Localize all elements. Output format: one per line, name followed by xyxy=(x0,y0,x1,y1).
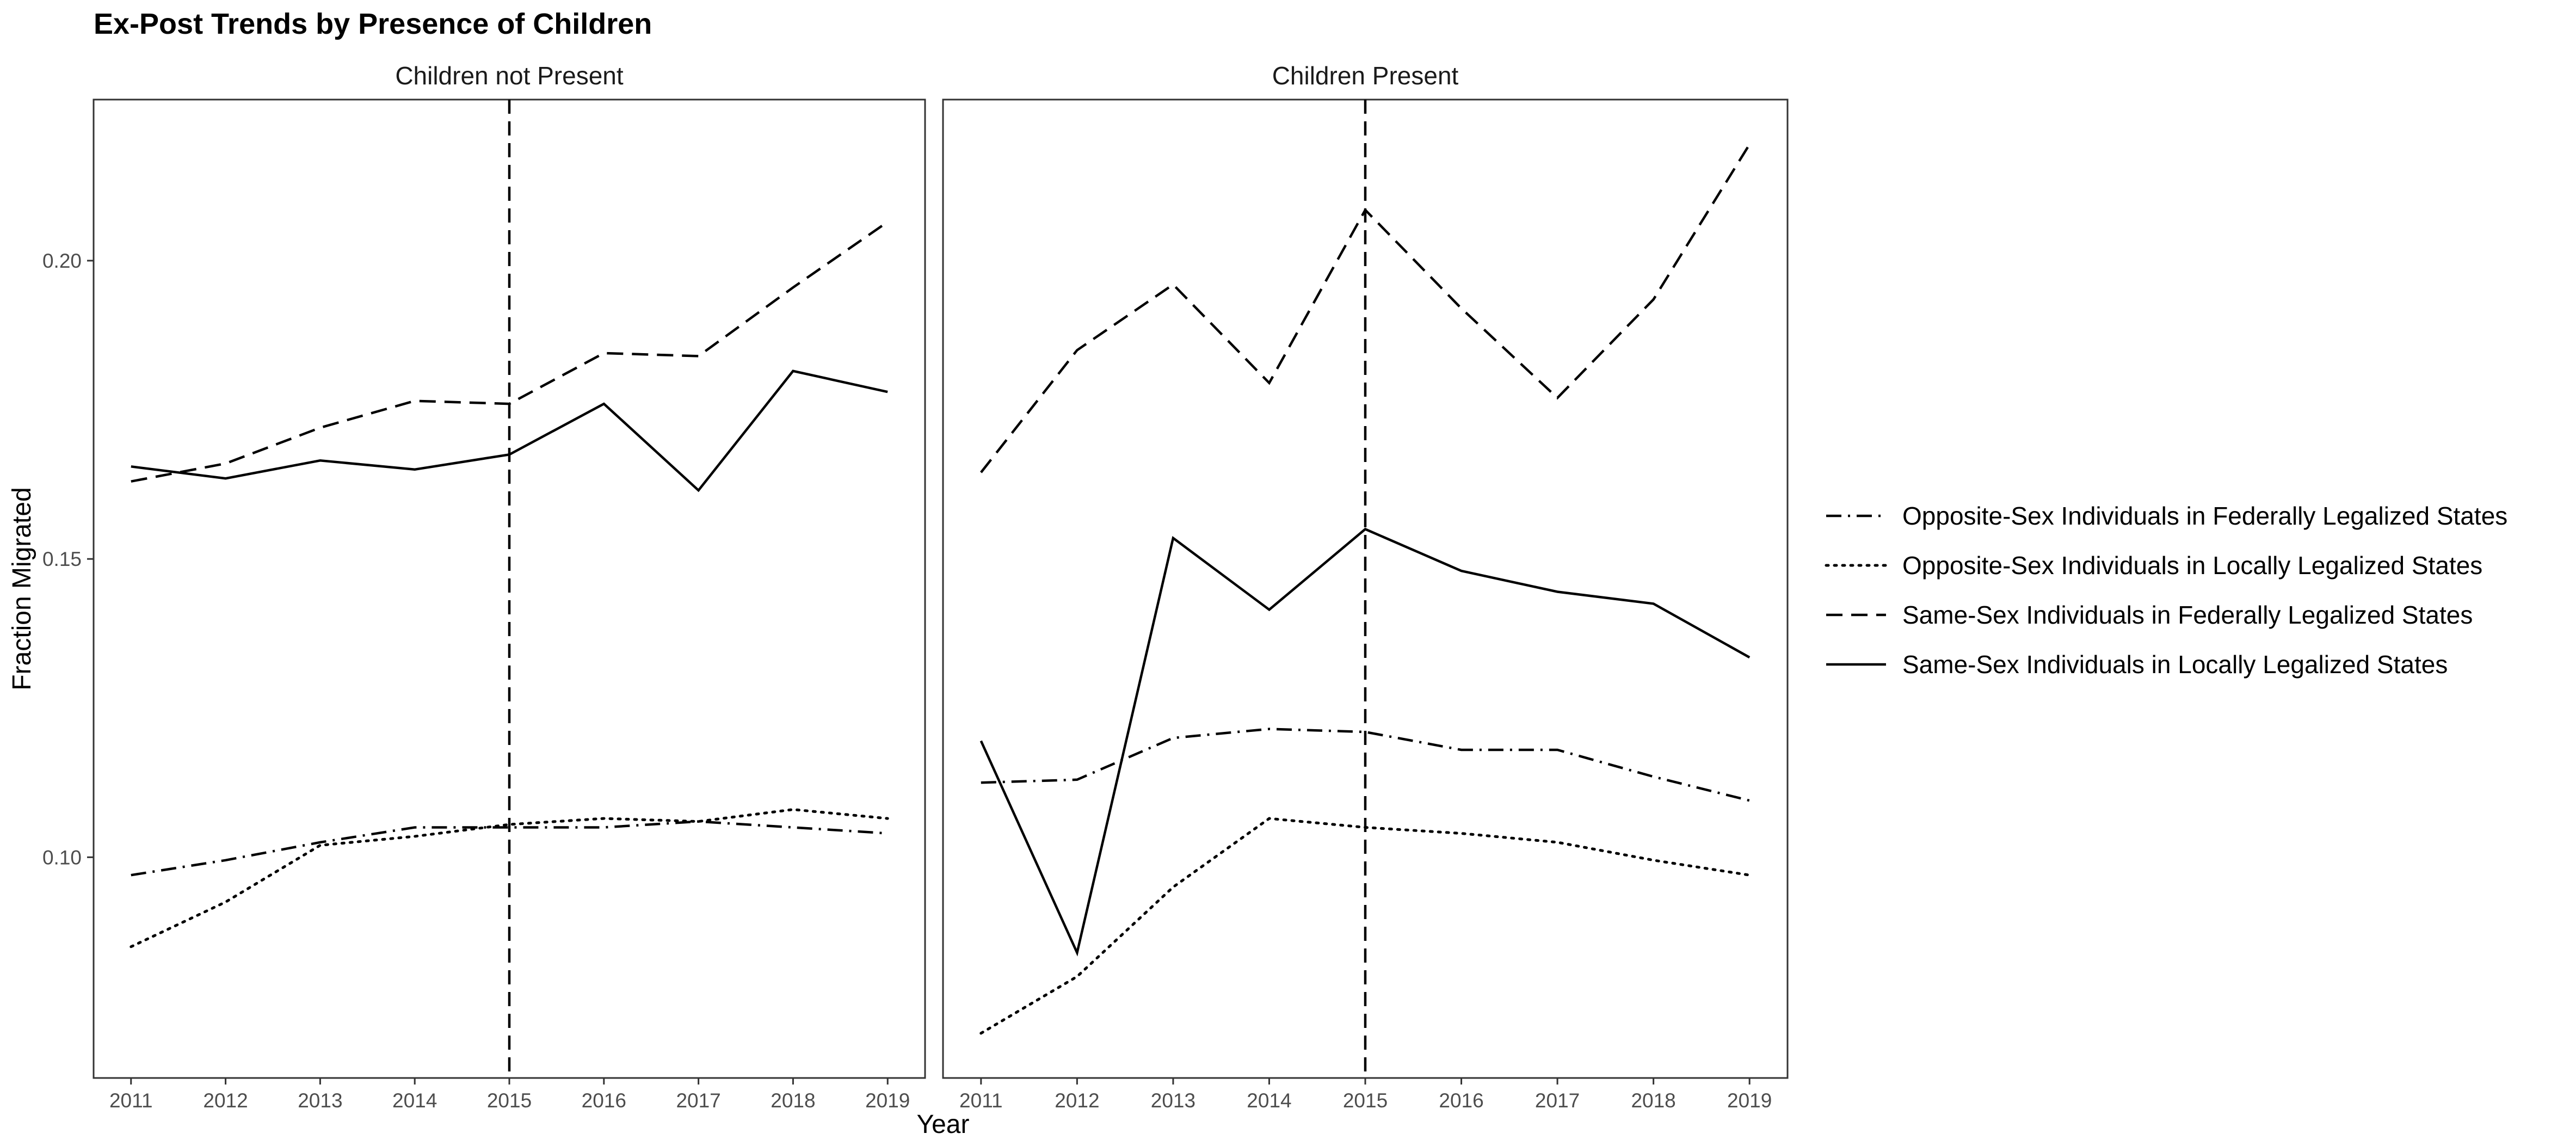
x-tick-label: 2016 xyxy=(582,1089,626,1112)
panel-2: Children Present 2011 2012 2013 2014 2015 2016… xyxy=(942,61,1789,1112)
legend-item: Same-Sex Individuals in Locally Legalize… xyxy=(1826,650,2448,679)
chart-panels: Children not Present 0.10 0.15 0.20 2011 2012… xyxy=(42,61,1789,1112)
legend-item: Opposite-Sex Individuals in Locally Lega… xyxy=(1825,551,2482,580)
legend-item: Opposite-Sex Individuals in Federally Le… xyxy=(1826,502,2507,530)
x-tick-label: 2015 xyxy=(1343,1089,1388,1112)
x-tick-label: 2017 xyxy=(1535,1089,1580,1112)
x-tick-label: 2018 xyxy=(1631,1089,1675,1112)
legend: Opposite-Sex Individuals in Federally Le… xyxy=(1825,502,2507,679)
legend-label: Opposite-Sex Individuals in Locally Lega… xyxy=(1902,551,2482,580)
panel-title: Children Present xyxy=(1272,61,1459,90)
x-tick-label: 2011 xyxy=(959,1089,1003,1112)
series-line-dashdot xyxy=(131,820,888,877)
series-line-dashdot xyxy=(981,728,1750,802)
x-tick-label: 2017 xyxy=(676,1089,720,1112)
series-line-solid xyxy=(979,527,1751,957)
legend-item: Same-Sex Individuals in Federally Legali… xyxy=(1826,601,2473,629)
series-line-dotted xyxy=(979,817,1751,1035)
panel-1: Children not Present 0.10 0.15 0.20 2011 2012… xyxy=(42,61,926,1112)
x-tick-label: 2016 xyxy=(1439,1089,1483,1112)
x-tick-label: 2013 xyxy=(298,1089,342,1112)
chart-title: Ex-Post Trends by Presence of Children xyxy=(94,8,652,40)
x-tick-label: 2018 xyxy=(771,1089,815,1112)
x-tick-label: 2013 xyxy=(1151,1089,1195,1112)
x-axis-label: Year xyxy=(917,1110,970,1139)
x-tick-label: 2014 xyxy=(1247,1089,1291,1112)
legend-label: Same-Sex Individuals in Locally Legalize… xyxy=(1902,650,2448,679)
legend-label: Opposite-Sex Individuals in Federally Le… xyxy=(1902,502,2507,530)
y-tick-label: 0.10 xyxy=(42,846,82,868)
y-axis-label: Fraction Migrated xyxy=(8,487,36,690)
x-tick-label: 2012 xyxy=(203,1089,248,1112)
series-line-dashed xyxy=(131,220,889,483)
series-line-dashed xyxy=(980,144,1751,473)
y-tick-label: 0.20 xyxy=(42,250,82,272)
x-tick-label: 2015 xyxy=(487,1089,532,1112)
series-line-dotted xyxy=(130,808,889,948)
x-tick-label: 2012 xyxy=(1055,1089,1099,1112)
legend-label: Same-Sex Individuals in Federally Legali… xyxy=(1902,601,2473,629)
series-line-solid xyxy=(131,369,888,492)
x-tick-label: 2011 xyxy=(109,1089,153,1112)
y-tick-label: 0.15 xyxy=(42,548,82,570)
x-tick-label: 2019 xyxy=(865,1089,910,1112)
x-tick-label: 2019 xyxy=(1727,1089,1772,1112)
panel-title: Children not Present xyxy=(395,61,624,90)
x-tick-label: 2014 xyxy=(392,1089,437,1112)
